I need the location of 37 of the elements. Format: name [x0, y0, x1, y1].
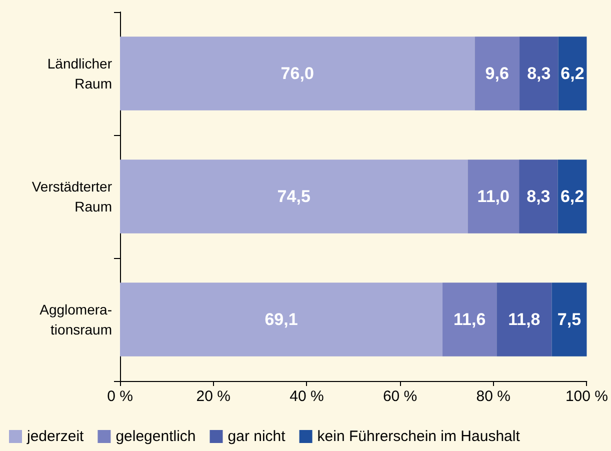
bar [552, 282, 587, 356]
data-label: 9,6 [485, 64, 509, 83]
bar [120, 282, 443, 356]
legend-label: jederzeit [26, 428, 85, 445]
data-label: 6,2 [560, 64, 584, 83]
x-tick-label: 20 % [196, 388, 230, 405]
x-tick-label: 40 % [290, 388, 324, 405]
bar [519, 160, 558, 234]
legend-label: kein Führerschein im Haushalt [317, 428, 521, 445]
data-label: 7,5 [557, 310, 582, 329]
legend-label: gar nicht [228, 428, 286, 445]
data-label: 11,6 [454, 310, 486, 329]
bar [558, 36, 587, 110]
bar [496, 282, 552, 356]
x-tick-label: 100 % [565, 388, 608, 405]
data-label: 69,1 [264, 310, 298, 329]
bar [474, 36, 520, 110]
data-label: 11,8 [508, 310, 540, 329]
data-label: 8,3 [526, 187, 550, 206]
legend-label: gelegentlich [116, 428, 196, 445]
y-tick-label: Agglomera- tionsraum [40, 302, 112, 338]
x-tick-label: 80 % [476, 388, 510, 405]
y-tick-label: Ländlicher Raum [47, 56, 112, 92]
data-label: 6,2 [560, 187, 584, 206]
bar [442, 282, 497, 356]
data-label: 76,0 [280, 64, 314, 83]
bar [120, 160, 468, 234]
y-tick-label: Verstädterter Raum [32, 178, 112, 214]
bar [120, 36, 475, 110]
x-tick-label: 0 % [107, 388, 133, 405]
bar [520, 36, 558, 110]
data-label: 8,3 [527, 64, 551, 83]
bar [468, 160, 520, 234]
data-label: 74,5 [277, 187, 310, 206]
data-label: 11,0 [477, 187, 510, 206]
bar [558, 160, 587, 234]
x-tick-label: 60 % [382, 388, 418, 405]
